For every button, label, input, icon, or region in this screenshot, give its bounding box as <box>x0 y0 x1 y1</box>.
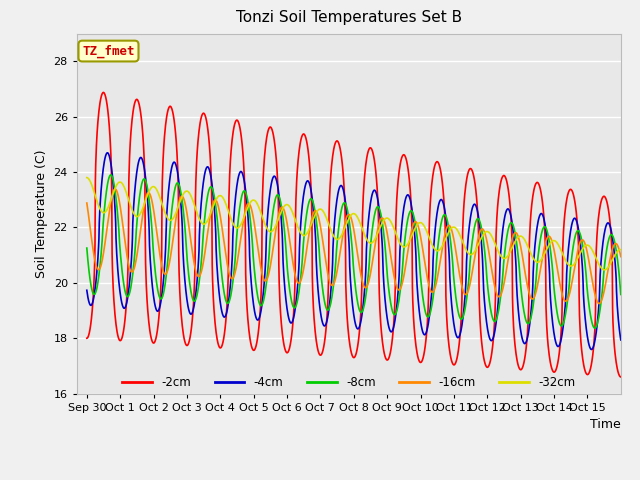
Legend: -2cm, -4cm, -8cm, -16cm, -32cm: -2cm, -4cm, -8cm, -16cm, -32cm <box>116 370 581 395</box>
Title: Tonzi Soil Temperatures Set B: Tonzi Soil Temperatures Set B <box>236 11 462 25</box>
Text: TZ_fmet: TZ_fmet <box>82 44 135 58</box>
X-axis label: Time: Time <box>590 418 621 431</box>
Y-axis label: Soil Temperature (C): Soil Temperature (C) <box>35 149 48 278</box>
